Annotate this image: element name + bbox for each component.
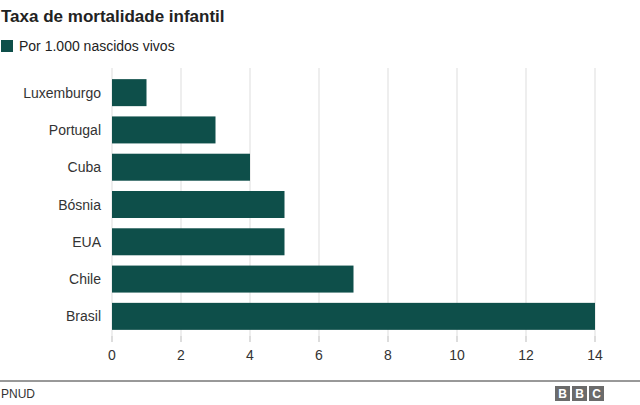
logo-box bbox=[572, 386, 587, 401]
logo: BBC bbox=[555, 386, 604, 401]
bar bbox=[112, 79, 147, 106]
logo-box bbox=[589, 386, 604, 401]
bars bbox=[112, 79, 595, 330]
tick-mark bbox=[112, 336, 113, 342]
tick-label: 0 bbox=[108, 347, 116, 363]
category-label: Brasil bbox=[66, 308, 101, 324]
logo-letter: B bbox=[575, 387, 584, 401]
tick-mark bbox=[250, 336, 251, 342]
tick-label: 12 bbox=[518, 347, 534, 363]
logo-letter: C bbox=[592, 387, 601, 401]
title: Taxa de mortalidade infantil bbox=[1, 7, 225, 26]
grid: 0 2 4 6 8 10 12 14 bbox=[108, 68, 603, 363]
grid-line bbox=[319, 68, 320, 342]
category-label: Cuba bbox=[68, 159, 102, 175]
logo-letter: B bbox=[558, 387, 567, 401]
chart-container: Taxa de mortalidade infantil Por 1.000 na… bbox=[0, 0, 640, 405]
tick-mark bbox=[457, 336, 458, 342]
bar bbox=[112, 266, 354, 293]
tick-label: 4 bbox=[246, 347, 254, 363]
tick-label: 14 bbox=[587, 347, 603, 363]
grid-line bbox=[526, 68, 527, 342]
category-label: Luxemburgo bbox=[23, 85, 101, 101]
grid-line bbox=[457, 68, 458, 342]
bar bbox=[112, 191, 285, 218]
tick-mark bbox=[595, 336, 596, 342]
grid-line bbox=[388, 68, 389, 342]
bar bbox=[112, 228, 285, 255]
logo-text: BBC bbox=[558, 387, 601, 401]
bar bbox=[112, 116, 216, 143]
category-label: Portugal bbox=[49, 122, 101, 138]
tick-label: 8 bbox=[384, 347, 392, 363]
category-label: EUA bbox=[72, 234, 101, 250]
category-label: Bósnia bbox=[58, 197, 101, 213]
category-label: Chile bbox=[69, 271, 101, 287]
bar bbox=[112, 154, 250, 181]
footer-rule bbox=[0, 381, 640, 382]
legend-swatch bbox=[1, 40, 13, 52]
tick-label: 2 bbox=[177, 347, 185, 363]
tick-mark bbox=[181, 336, 182, 342]
tick-label: 10 bbox=[449, 347, 465, 363]
chart-svg: Taxa de mortalidade infantil Por 1.000 na… bbox=[0, 0, 640, 405]
tick-mark bbox=[526, 336, 527, 342]
tick-mark bbox=[319, 336, 320, 342]
source: PNUD bbox=[1, 387, 35, 401]
tick-label: 6 bbox=[315, 347, 323, 363]
bar bbox=[112, 303, 595, 330]
logo-box bbox=[555, 386, 570, 401]
legend-label: Por 1.000 nascidos vivos bbox=[19, 38, 175, 54]
grid-line bbox=[595, 68, 596, 342]
tick-mark bbox=[388, 336, 389, 342]
